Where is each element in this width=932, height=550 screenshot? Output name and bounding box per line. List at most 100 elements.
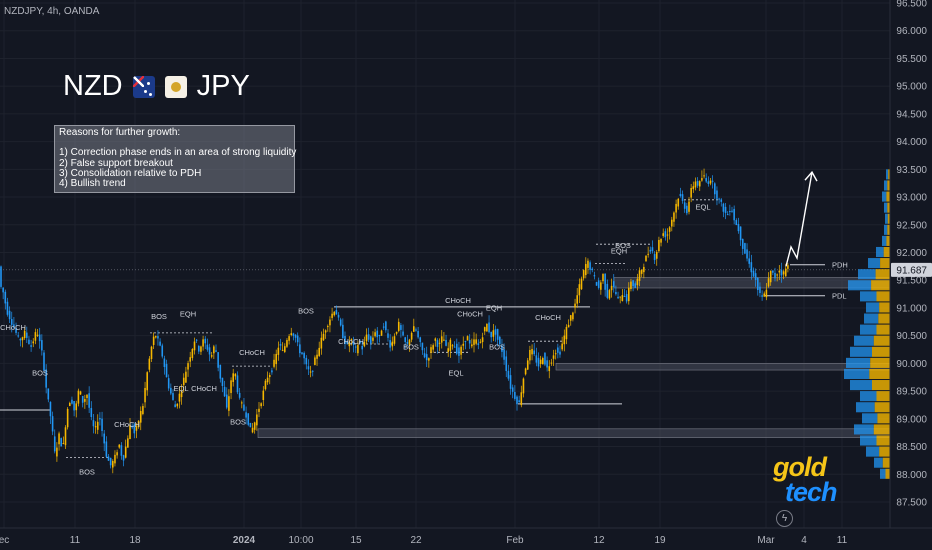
candle-body [71, 399, 73, 404]
time-tick: 15 [350, 535, 362, 546]
lightning-icon[interactable]: ϟ [776, 510, 793, 527]
candle-body [520, 392, 523, 406]
candle-body [223, 386, 226, 397]
candle-body [56, 447, 58, 457]
candle-body [318, 347, 320, 356]
candle-body [746, 249, 748, 259]
candle-body [124, 446, 127, 458]
candle-body [604, 273, 606, 290]
candle-body [245, 412, 247, 418]
candle-body [361, 345, 363, 350]
annotation-label: BOS [298, 306, 314, 315]
candle-body [296, 335, 299, 343]
candle-body [754, 273, 757, 280]
candle-body [204, 338, 207, 344]
candle-body [236, 375, 239, 393]
candle-body [258, 408, 260, 412]
candle-body [690, 187, 692, 198]
candle-body [428, 358, 430, 361]
candle-body [137, 420, 140, 428]
candle-body [647, 253, 649, 255]
candle-body [49, 401, 52, 417]
candle-body [413, 326, 415, 332]
candle-body [473, 339, 475, 345]
candle-body [683, 202, 686, 209]
candle-body [243, 404, 245, 411]
candle-body [643, 266, 645, 273]
candle-body [34, 332, 37, 341]
candle-body [471, 344, 473, 347]
annotation-label: CHoCH [338, 337, 364, 346]
volume-bar [887, 224, 890, 235]
price-tick: 90.500 [896, 331, 927, 342]
candle-body [501, 345, 503, 352]
candle-body [101, 418, 103, 431]
candle-body [400, 325, 402, 330]
candle-body [602, 274, 604, 282]
candle-body [522, 378, 525, 394]
time-tick: 4 [801, 535, 807, 546]
candle-body [711, 180, 714, 182]
candle-body [60, 438, 62, 447]
candle-body [698, 181, 701, 187]
volume-bar [860, 435, 877, 446]
candle-body [726, 214, 729, 216]
candle-body [542, 358, 544, 365]
reasons-note[interactable]: Reasons for further growth: 1) Correctio… [54, 125, 297, 193]
volume-bar [876, 435, 890, 446]
candle-body [129, 424, 131, 440]
volume-bar [887, 180, 890, 191]
candle-body [180, 390, 183, 398]
candle-body [271, 370, 273, 373]
volume-bar [876, 291, 890, 302]
candle-body [120, 445, 123, 456]
volume-bar [854, 335, 874, 346]
price-tick: 94.000 [896, 137, 927, 148]
candle-body [774, 272, 776, 279]
candle-body [23, 330, 26, 338]
candle-body [62, 443, 65, 445]
candle-body [535, 355, 538, 363]
candle-body [365, 334, 368, 342]
time-tick: 2024 [233, 535, 256, 546]
candle-body [724, 206, 727, 213]
candle-body [483, 327, 486, 332]
reason-item: 1) Correction phase ends in an area of s… [59, 147, 297, 159]
candle-body [346, 341, 348, 344]
candle-body [13, 324, 15, 328]
annotation-label: BOS [489, 343, 505, 352]
candle-body [135, 426, 138, 431]
volume-bar [886, 235, 890, 246]
candle-body [189, 357, 191, 362]
candle-body [615, 292, 617, 295]
price-tick: 88.500 [896, 442, 927, 453]
candle-body [174, 404, 176, 408]
volume-bar [874, 457, 883, 468]
candle-body [765, 289, 768, 298]
candle-body [619, 296, 621, 298]
candle-body [133, 424, 136, 434]
price-tick: 90.000 [896, 359, 927, 370]
candle-body [640, 269, 643, 274]
candle-body [256, 414, 258, 426]
candle-body [339, 319, 342, 326]
candle-body [720, 199, 723, 202]
candle-body [275, 353, 277, 365]
candle-body [761, 295, 763, 297]
candle-body [331, 313, 333, 318]
candle-body [565, 326, 568, 340]
candle-body [378, 335, 381, 337]
candle-body [481, 337, 484, 343]
candle-body [350, 338, 353, 340]
annotation-label: BOS [615, 241, 631, 250]
candle-body [744, 243, 746, 254]
candle-body [447, 348, 449, 352]
candle-body [404, 337, 406, 343]
volume-bar [885, 468, 890, 479]
candle-body [597, 280, 600, 288]
candle-body [178, 393, 181, 402]
annotation-label: BOS [79, 467, 95, 476]
candle-body [492, 330, 495, 337]
candle-body [251, 427, 254, 433]
